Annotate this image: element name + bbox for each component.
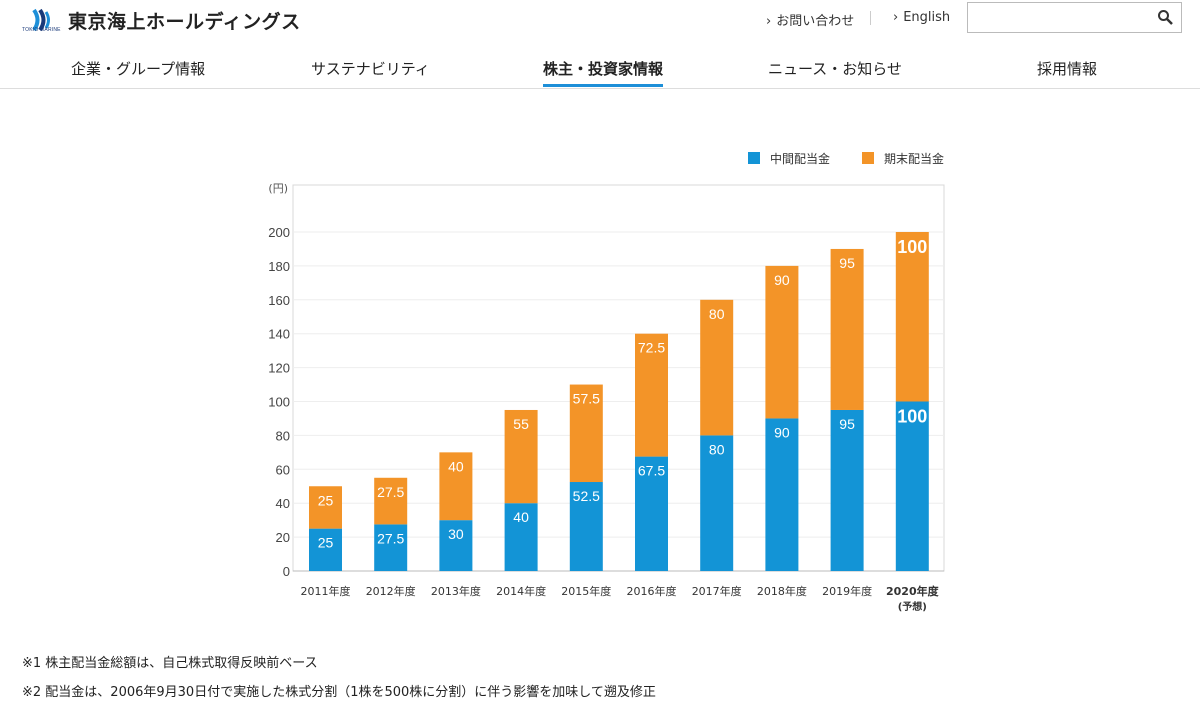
bar-segment-yearend [830,248,864,410]
bar-value-label: 100 [897,237,927,257]
bar-value-label: 95 [839,416,855,432]
legend-label: 期末配当金 [884,151,944,166]
bar-segment-interim [700,435,734,571]
bar-value-label: 25 [318,492,334,508]
y-tick-label: 160 [268,293,290,308]
bar-segment-yearend [569,384,603,483]
bar-value-label: 55 [513,416,529,432]
x-tick-label: 2016年度 [627,584,677,598]
footnote-2: ※2 配当金は、2006年9月30日付で実施した株式分割（1株を500株に分割）… [22,685,656,700]
bar-segment-yearend [439,452,473,521]
bar-value-label: 72.5 [638,340,665,356]
bar-segment-interim [504,503,538,571]
search-box[interactable] [967,2,1182,33]
bar-value-label: 80 [709,306,725,322]
nav-news[interactable]: ニュース・お知らせ [768,60,902,78]
y-tick-label: 60 [276,462,290,477]
bar-value-label: 90 [774,424,790,440]
y-tick-label: 20 [276,530,290,545]
chevron-right-icon: › [893,10,899,25]
bar-segment-yearend [374,477,408,525]
y-tick-label: 0 [283,564,290,579]
brand-name[interactable]: 東京海上ホールディングス [68,11,301,33]
utility-divider [870,11,871,25]
bar-value-label: 40 [448,458,464,474]
bar-segment-interim [374,524,408,571]
x-tick-label: 2018年度 [757,584,807,598]
bar-value-label: 27.5 [377,484,404,500]
nav-sustainability[interactable]: サステナビリティ [311,60,430,78]
x-tick-label: 2013年度 [431,584,481,598]
legend-swatch-interim [748,152,760,164]
english-link[interactable]: › English [893,10,950,25]
y-tick-label: 120 [268,361,290,376]
bar-value-label: 90 [774,272,790,288]
bar-value-label: 52.5 [573,488,600,504]
tokio-marine-logo-icon [32,8,50,32]
chevron-right-icon: › [766,14,772,29]
x-tick-label: 2017年度 [692,584,742,598]
nav-careers[interactable]: 採用情報 [1037,60,1098,78]
bar-value-label: 57.5 [573,391,600,407]
bar-value-label: 27.5 [377,530,404,546]
nav-corporate[interactable]: 企業・グループ情報 [71,60,206,78]
bar-value-label: 30 [448,526,464,542]
bar-segment-interim [895,401,929,571]
bar-segment-interim [569,482,603,571]
bar-segment-yearend [635,333,668,457]
y-tick-label: 40 [276,496,290,511]
legend-label: 中間配当金 [770,151,830,166]
site-header: TOKIO MARINE 東京海上ホールディングス › お問い合わせ › Engli… [0,0,1200,89]
bar-segment-interim [765,418,799,571]
bar-segment-yearend [504,409,538,504]
nav-active-indicator [543,84,663,87]
contact-link[interactable]: › お問い合わせ [766,10,854,29]
contact-label: お問い合わせ [776,14,855,29]
bar-segment-yearend [765,265,799,419]
x-tick-label: 2019年度 [822,584,872,598]
bar-segment-yearend [895,232,929,402]
bar-value-label: 40 [513,509,529,525]
search-icon[interactable] [1157,9,1173,25]
y-axis-unit-label: (円) [268,182,288,195]
y-tick-label: 200 [268,225,290,240]
x-tick-label: 2012年度 [366,584,416,598]
x-tick-note: (予想) [898,600,927,613]
english-label: English [903,10,951,25]
legend-swatch-yearend [862,152,874,164]
bar-value-label: 25 [318,535,334,551]
bar-segment-yearend [309,486,342,529]
x-tick-label: 2011年度 [301,584,351,598]
y-tick-label: 180 [268,259,290,274]
y-tick-label: 140 [268,327,290,342]
bar-segment-interim [309,528,342,571]
nav-investors[interactable]: 株主・投資家情報 [543,60,664,78]
x-tick-label: 2020年度 [886,584,940,598]
bar-segment-interim [439,520,473,571]
x-tick-label: 2015年度 [561,584,611,598]
y-tick-label: 100 [268,395,290,410]
bar-value-label: 67.5 [638,463,665,479]
bar-segment-interim [830,409,864,571]
bar-value-label: 100 [897,407,927,427]
bar-segment-interim [635,456,668,571]
bar-value-label: 95 [839,255,855,271]
logo[interactable] [22,6,60,36]
footnote-1: ※1 株主配当金総額は、自己株式取得反映前ベース [22,656,318,671]
bar-value-label: 80 [709,441,725,457]
logo-subtext: TOKIO MARINE [22,27,61,33]
y-tick-label: 80 [276,428,290,443]
x-tick-label: 2014年度 [496,584,546,598]
bar-segment-yearend [700,299,734,436]
